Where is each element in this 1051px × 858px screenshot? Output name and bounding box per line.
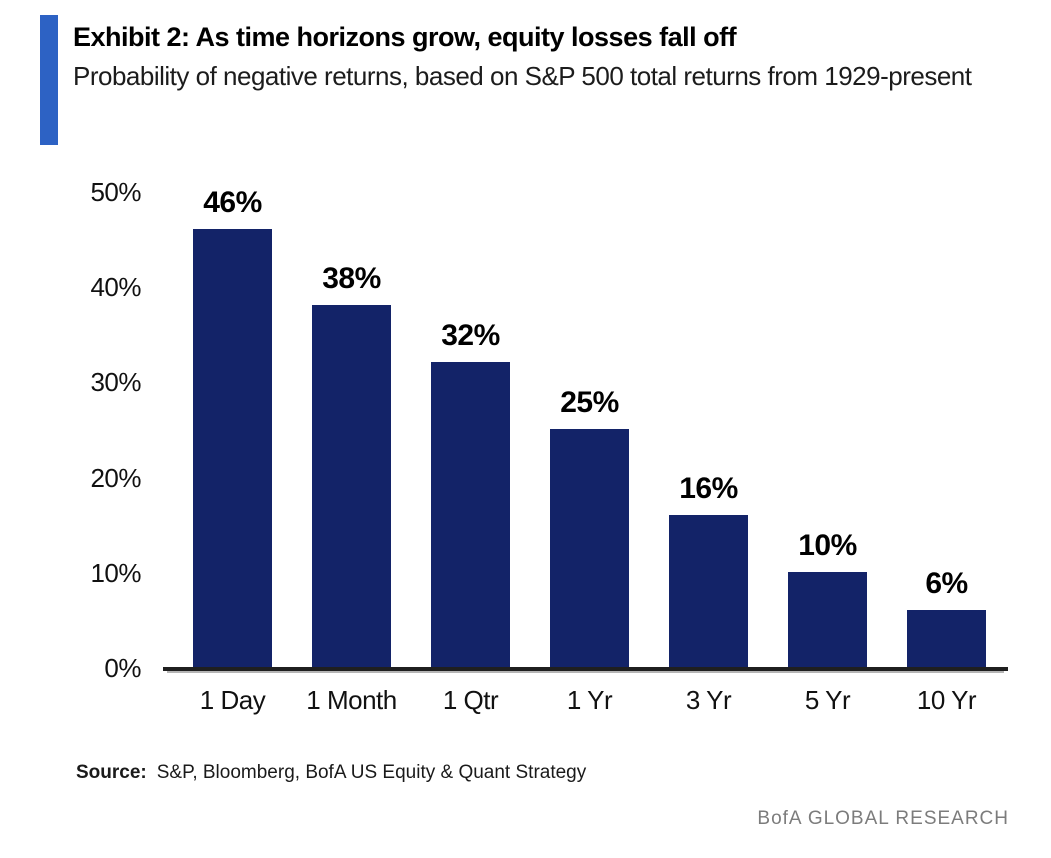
x-tick-label: 1 Day [193,685,272,716]
x-tick-label: 1 Qtr [431,685,510,716]
source-line: Source: S&P, Bloomberg, BofA US Equity & … [76,762,1051,784]
bar [312,305,391,667]
x-tick-text: 3 Yr [685,685,732,715]
bar-group: 6% [907,567,986,667]
bar-value-label: 6% [925,566,968,600]
x-tick-text: 1 Day [199,685,266,715]
y-tick-label: 40% [90,272,141,303]
y-tick-label: 50% [90,177,141,207]
y-tick-label: 20% [90,462,141,493]
bar-group: 38% [312,262,391,667]
source-label: Source: [76,762,147,783]
y-tick-label: 10% [90,557,141,588]
bar-group: 16% [669,472,748,667]
plot-area: 46% 38% 32% 25% 16% 10% 6% [163,186,1008,671]
y-tick-label: 30% [90,367,141,398]
bar-value-label: 32% [441,319,500,353]
bar [431,362,510,667]
x-tick-label: 5 Yr [788,685,867,716]
x-tick-text: 1 Qtr [442,685,499,715]
bar [907,609,986,667]
bar-value-label: 46% [203,186,262,220]
bar [788,571,867,667]
bars-row: 46% 38% 32% 25% 16% 10% 6% [163,186,1008,667]
exhibit-title: Exhibit 2: As time horizons grow, equity… [73,22,737,52]
x-tick-text: 1 Yr [566,685,613,715]
x-tick-label: 3 Yr [669,685,748,716]
x-tick-label: 1 Month [306,685,397,716]
bar-chart: 0% 10% 20% 30% 40% 50% 46% 38% 32% 25% 16% 10% 6% [0,177,1051,683]
accent-bar [40,15,58,145]
bar-value-label: 25% [560,386,619,419]
source-text: S&P, Bloomberg, BofA US Equity & Quant S… [156,762,587,783]
bar-group: 46% [193,186,272,667]
brand-footer: BofA GLOBAL RESEARCH [757,808,1009,829]
x-axis-labels: 1 Day 1 Month 1 Qtr 1 Yr 3 Yr 5 Yr 10 Yr [163,685,1008,716]
bar-value-label: 38% [322,262,381,296]
x-tick-label: 1 Yr [550,685,629,716]
exhibit-subtitle: Probability of negative returns, based o… [73,60,972,91]
chart-header: Exhibit 2: As time horizons grow, equity… [0,15,1051,145]
bar [550,429,629,667]
title-block: Exhibit 2: As time horizons grow, equity… [73,15,972,93]
bar [193,229,272,667]
bar-group: 25% [550,386,629,667]
bar [669,514,748,667]
x-tick-label: 10 Yr [907,685,986,716]
bar-value-label: 16% [679,471,738,505]
y-tick-label: 0% [104,653,141,683]
bar-group: 10% [788,529,867,667]
bar-value-label: 10% [798,528,857,562]
x-tick-text: 1 Month [306,685,397,715]
bar-group: 32% [431,319,510,667]
x-tick-text: 5 Yr [804,685,851,715]
x-tick-text: 10 Yr [916,685,977,715]
y-axis: 0% 10% 20% 30% 40% 50% [0,177,163,683]
